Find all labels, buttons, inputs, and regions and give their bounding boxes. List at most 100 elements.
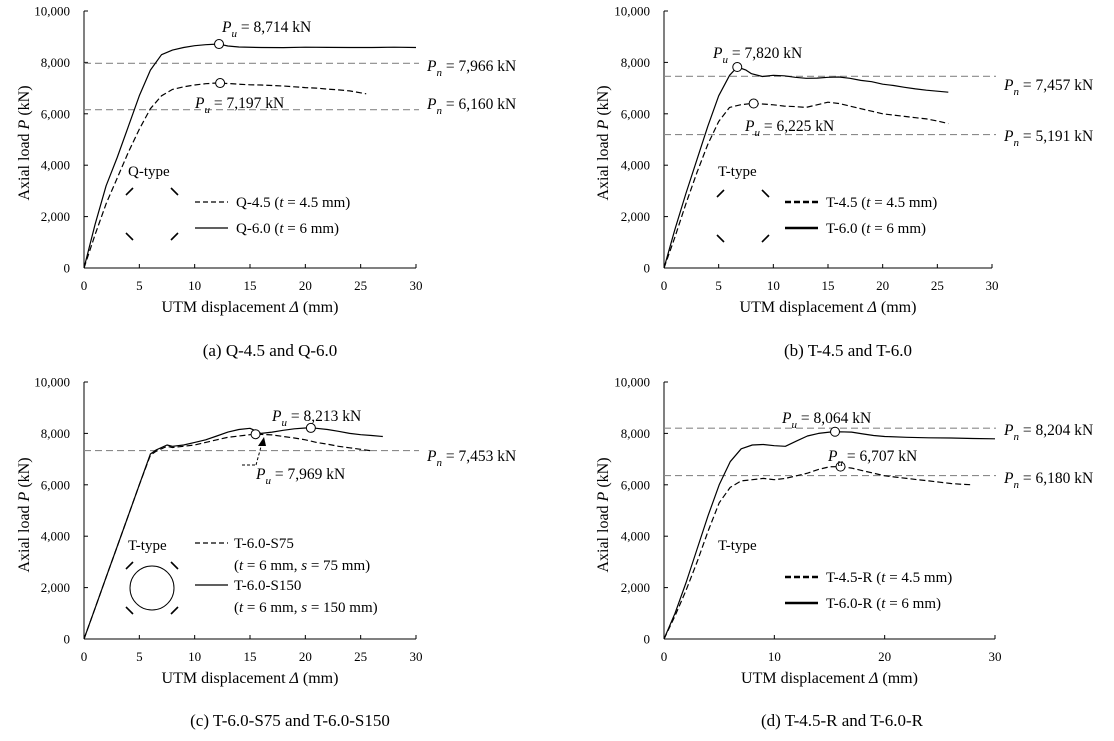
nominal-strength-label-value: = 7,966 kN <box>442 58 516 75</box>
section-corner-tie-icon <box>125 232 134 241</box>
x-tick-label: 0 <box>661 278 668 293</box>
peak-label-symbol: P <box>271 408 282 425</box>
x-axis-label-text: UTM displacement <box>741 670 869 687</box>
legend-entry-label-italic: t <box>279 221 284 237</box>
x-tick-label: 5 <box>715 278 722 293</box>
y-tick-label: 8,000 <box>621 426 650 441</box>
series-line-q-6-0 <box>83 43 417 269</box>
y-tick-label: 4,000 <box>41 529 70 544</box>
legend-entry-label: T-6.0-S150 <box>234 578 301 594</box>
y-tick-label: 4,000 <box>41 158 70 173</box>
legend-entry-detail-italic: s <box>301 558 307 574</box>
y-axis-label-unit: (kN) <box>595 457 612 491</box>
panel-caption: (b) T-4.5 and T-6.0 <box>784 341 912 360</box>
peak-label-symbol: P <box>194 95 205 112</box>
nominal-strength-label: Pn = 7,457 kN <box>1003 77 1093 98</box>
x-tick-label: 25 <box>354 649 367 664</box>
section-corner-tie-icon <box>716 234 725 243</box>
peak-marker <box>250 429 261 440</box>
legend-entry-label: Q-6.0 (t = 6 mm) <box>236 221 339 237</box>
y-axis-label-unit: (kN) <box>595 85 612 119</box>
nominal-strength-label-value: = 6,180 kN <box>1019 470 1093 487</box>
section-corner-tie-icon <box>170 187 179 196</box>
nominal-strength-label-value: = 7,453 kN <box>442 448 516 465</box>
peak-marker <box>830 426 841 437</box>
peak-label-value: = 8,064 kN <box>797 410 871 427</box>
section-corner-tie-icon <box>170 606 179 615</box>
series-line-t-6-0-r <box>663 431 996 640</box>
legend-entry-detail-part: = 75 mm) <box>307 558 370 574</box>
y-axis-label: Axial load P (kN) <box>595 85 612 200</box>
y-axis-label-symbol: P <box>595 119 612 130</box>
nominal-strength-label-value: = 6,160 kN <box>442 96 516 113</box>
legend-entry-label-part: = 6 mm) <box>284 221 340 237</box>
legend-entry-label-part: T-4.5-R ( <box>826 570 881 586</box>
chart-panel-2: 0 2,000 4,000 6,000 8,000 10,000 0 5 10 15 20 25 30 U… <box>595 4 1093 361</box>
nominal-strength-label-symbol: P <box>1003 470 1014 487</box>
y-tick-label: 8,000 <box>41 426 70 441</box>
legend-entry-detail-part: ( <box>234 558 239 574</box>
x-tick-label: 20 <box>299 278 312 293</box>
y-axis-label-unit: (kN) <box>16 85 33 119</box>
x-tick-label: 10 <box>768 649 781 664</box>
y-tick-label: 0 <box>644 632 651 647</box>
legend-entry-label-part: T-6.0 ( <box>826 221 866 237</box>
peak-label-symbol: P <box>781 410 792 427</box>
x-axis-label-text: UTM displacement <box>162 299 290 316</box>
series-line-t-6-0-s150 <box>83 427 383 640</box>
x-tick-label: 0 <box>661 649 668 664</box>
legend-entry-detail-italic: s <box>301 600 307 616</box>
x-axis-label-symbol: Δ <box>867 299 877 316</box>
y-axis-label: Axial load P (kN) <box>16 457 33 572</box>
peak-label-subscript: u <box>837 457 843 469</box>
y-tick-label: 6,000 <box>41 477 70 492</box>
chart-panel-3: 0 2,000 4,000 6,000 8,000 10,000 0 5 10 15 20 25 30 U… <box>16 375 516 731</box>
x-axis-label-unit: (mm) <box>299 299 339 316</box>
x-axis-label-text: UTM displacement <box>740 299 868 316</box>
peak-label: Pu = 8,064 kN <box>781 410 871 431</box>
legend-entry-detail: (t = 6 mm, s = 75 mm) <box>234 558 370 574</box>
legend-entry-detail-italic: t <box>239 600 244 616</box>
peak-label-subscript: u <box>791 419 797 431</box>
peak-label-value: = 8,714 kN <box>237 19 311 36</box>
peak-marker <box>214 39 225 50</box>
y-tick-label: 6,000 <box>621 477 650 492</box>
peak-label-value: = 7,820 kN <box>728 45 802 62</box>
legend-type-label: T-type <box>718 538 757 554</box>
legend-entry-label-part: Q-6.0 ( <box>236 221 279 237</box>
peak-label-symbol: P <box>255 466 266 483</box>
peak-label-subscript: u <box>265 475 271 487</box>
y-tick-label: 4,000 <box>621 529 650 544</box>
x-tick-label: 25 <box>931 278 944 293</box>
y-axis-label-text: Axial load <box>16 501 33 572</box>
nominal-strength-label-subscript: n <box>1013 86 1019 98</box>
section-corner-tie-icon <box>761 234 770 243</box>
x-axis-label: UTM displacement Δ (mm) <box>740 299 917 316</box>
nominal-strength-label: Pn = 8,204 kN <box>1003 422 1093 443</box>
peak-label-subscript: u <box>754 127 760 139</box>
nominal-strength-label: Pn = 6,180 kN <box>1003 470 1093 491</box>
peak-label-symbol: P <box>827 448 838 465</box>
y-tick-label: 6,000 <box>621 106 650 121</box>
x-tick-label: 10 <box>767 278 780 293</box>
legend-entry-detail-part: = 6 mm, <box>243 600 301 616</box>
y-tick-label: 0 <box>64 261 71 276</box>
legend-entry-label-italic: t <box>279 195 284 211</box>
peak-label: Pu = 8,213 kN <box>271 408 361 429</box>
x-axis-label-unit: (mm) <box>299 670 339 687</box>
legend-type-label: Q-type <box>128 164 170 180</box>
x-axis-label-symbol: Δ <box>289 299 299 316</box>
x-tick-label: 30 <box>410 278 423 293</box>
y-tick-label: 0 <box>64 632 71 647</box>
y-tick-label: 4,000 <box>621 158 650 173</box>
nominal-strength-label-subscript: n <box>436 457 442 469</box>
y-tick-label: 0 <box>644 261 651 276</box>
section-corner-tie-icon <box>125 561 134 570</box>
peak-label-value: = 7,197 kN <box>210 95 284 112</box>
section-corner-tie-icon <box>170 232 179 241</box>
nominal-strength-label-subscript: n <box>436 67 442 79</box>
x-tick-label: 15 <box>822 278 835 293</box>
nominal-strength-label-symbol: P <box>1003 422 1014 439</box>
y-axis-label-symbol: P <box>595 491 612 502</box>
legend-entry-detail: (t = 6 mm, s = 150 mm) <box>234 600 378 616</box>
